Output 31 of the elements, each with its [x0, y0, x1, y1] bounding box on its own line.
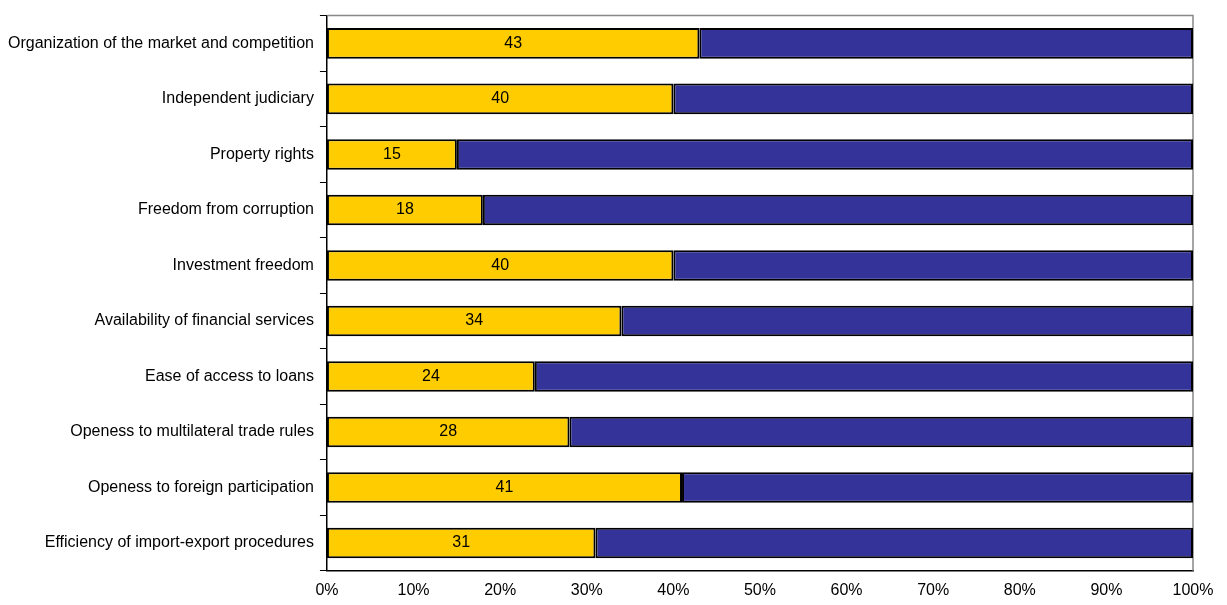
x-tick-label: 50% — [743, 580, 776, 598]
x-tick-label: 30% — [570, 580, 603, 598]
y-tick-label: Freedom from corruption — [137, 200, 314, 218]
data-label: 41 — [495, 477, 514, 495]
data-label: 40 — [491, 89, 510, 107]
data-label: 15 — [383, 144, 401, 162]
x-tick-label: 80% — [1003, 580, 1036, 598]
y-tick-label: Organization of the market and competition — [7, 33, 314, 51]
x-tick-label: 20% — [484, 580, 517, 598]
y-tick-label: Availability of financial services — [94, 311, 314, 329]
data-label: 43 — [504, 33, 523, 51]
x-tick-label: 100% — [1172, 580, 1214, 598]
x-tick-label: 40% — [657, 580, 690, 598]
y-tick-label: Efficiency of import-export procedures — [44, 533, 314, 551]
y-tick-label: Investment freedom — [172, 255, 314, 273]
y-tick-label: Ease of access to loans — [144, 366, 314, 384]
data-label: 28 — [439, 422, 458, 440]
x-tick-label: 0% — [315, 580, 339, 598]
data-label: 40 — [491, 255, 510, 273]
x-tick-label: 70% — [917, 580, 950, 598]
y-tick-label: Openess to foreign participation — [88, 477, 314, 495]
data-label: 34 — [465, 311, 484, 329]
x-tick-label: 90% — [1090, 580, 1123, 598]
x-tick-label: 10% — [397, 580, 430, 598]
y-tick-label: Independent judiciary — [161, 89, 314, 107]
y-tick-label: Property rights — [209, 144, 314, 162]
x-tick-label: 60% — [830, 580, 863, 598]
y-tick-label: Openess to multilateral trade rules — [70, 422, 314, 440]
data-label: 18 — [395, 200, 414, 218]
data-label: 31 — [452, 533, 471, 551]
data-label: 24 — [421, 366, 440, 384]
